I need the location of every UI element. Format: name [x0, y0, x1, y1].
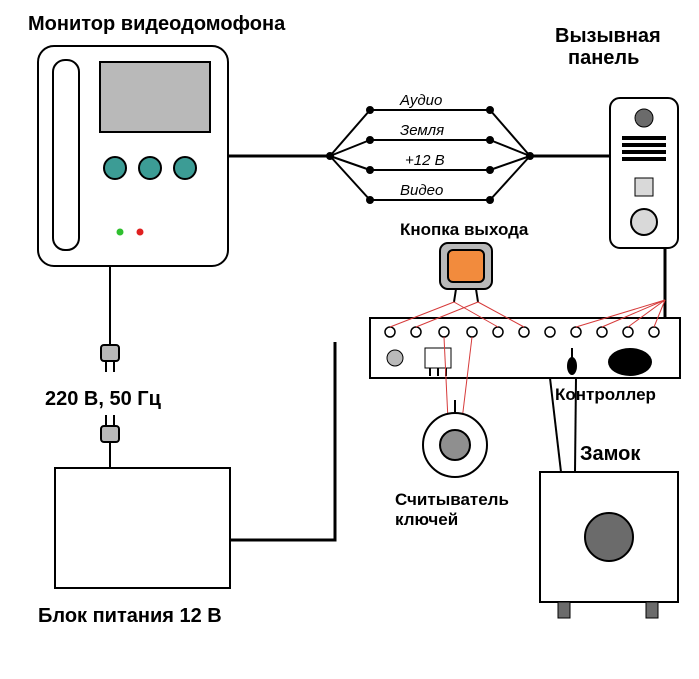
lock-title: Замок: [580, 443, 641, 465]
plug-icon: [101, 415, 119, 442]
key-reader-unit: [423, 400, 487, 477]
monitor-button-2: [139, 157, 161, 179]
wire-label-video: Видео: [400, 182, 443, 199]
led-green-icon: [117, 229, 124, 236]
wire-label-audio: Аудио: [399, 92, 442, 109]
monitor-button-3: [174, 157, 196, 179]
call-panel-unit: [610, 98, 678, 248]
psu-to-controller-wire: [230, 342, 335, 540]
call-panel-small-window: [635, 178, 653, 196]
wire-label-12v: +12 В: [405, 152, 445, 169]
call-panel-title-l1: Вызывная: [555, 25, 661, 47]
monitor-power-cable: [101, 266, 119, 372]
psu-title: Блок питания 12 В: [38, 605, 222, 627]
camera-lens-icon: [635, 109, 653, 127]
exit-button-unit: [440, 243, 492, 302]
exit-button-face: [448, 250, 484, 282]
monitor-title: Монитор видеодомофона: [28, 13, 286, 35]
power-supply-unit: [55, 468, 230, 588]
wire-label-ground: Земля: [400, 122, 444, 139]
intercom-wiring-diagram: Монитор видеодомофона 220 В, 50 Гц Блок …: [0, 0, 699, 679]
mains-voltage-label: 220 В, 50 Гц: [45, 388, 162, 410]
plug-icon: [101, 345, 119, 372]
lock-unit: [540, 378, 678, 618]
call-button-icon: [631, 209, 657, 235]
reader-title-l1: Считыватель: [395, 490, 509, 509]
controller-title: Контроллер: [555, 385, 656, 404]
reader-title-l2: ключей: [395, 510, 458, 529]
monitor-unit: [38, 46, 228, 266]
psu-input-cable: [101, 415, 119, 468]
monitor-button-1: [104, 157, 126, 179]
call-panel-title-l2: панель: [568, 47, 639, 69]
exit-button-title: Кнопка выхода: [400, 220, 529, 239]
led-red-icon: [137, 229, 144, 236]
